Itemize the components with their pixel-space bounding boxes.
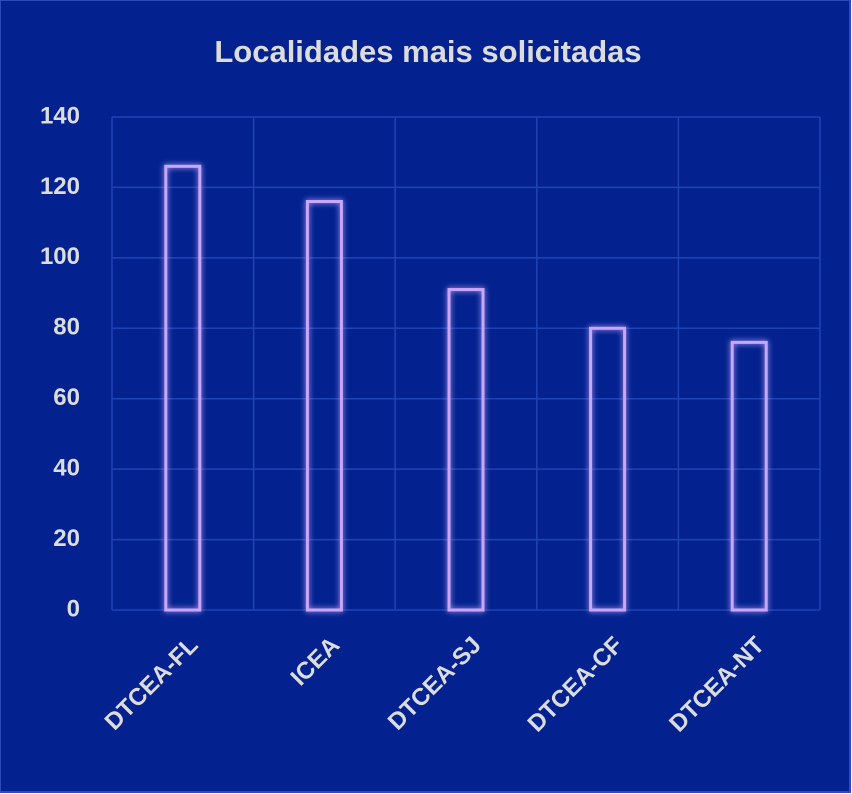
bar (589, 326, 627, 612)
y-tick-label: 0 (67, 595, 80, 622)
chart-title: Localidades mais solicitadas (214, 34, 641, 69)
y-tick-label: 40 (53, 454, 80, 481)
y-tick-label: 80 (53, 314, 80, 341)
y-tick-label: 140 (40, 102, 80, 129)
y-tick-label: 100 (40, 243, 80, 270)
bar (305, 200, 343, 612)
bar (164, 164, 202, 612)
y-tick-label: 20 (53, 525, 80, 552)
y-tick-label: 120 (40, 173, 80, 200)
bar (730, 340, 768, 612)
bar (447, 288, 485, 612)
y-tick-label: 60 (53, 384, 80, 411)
